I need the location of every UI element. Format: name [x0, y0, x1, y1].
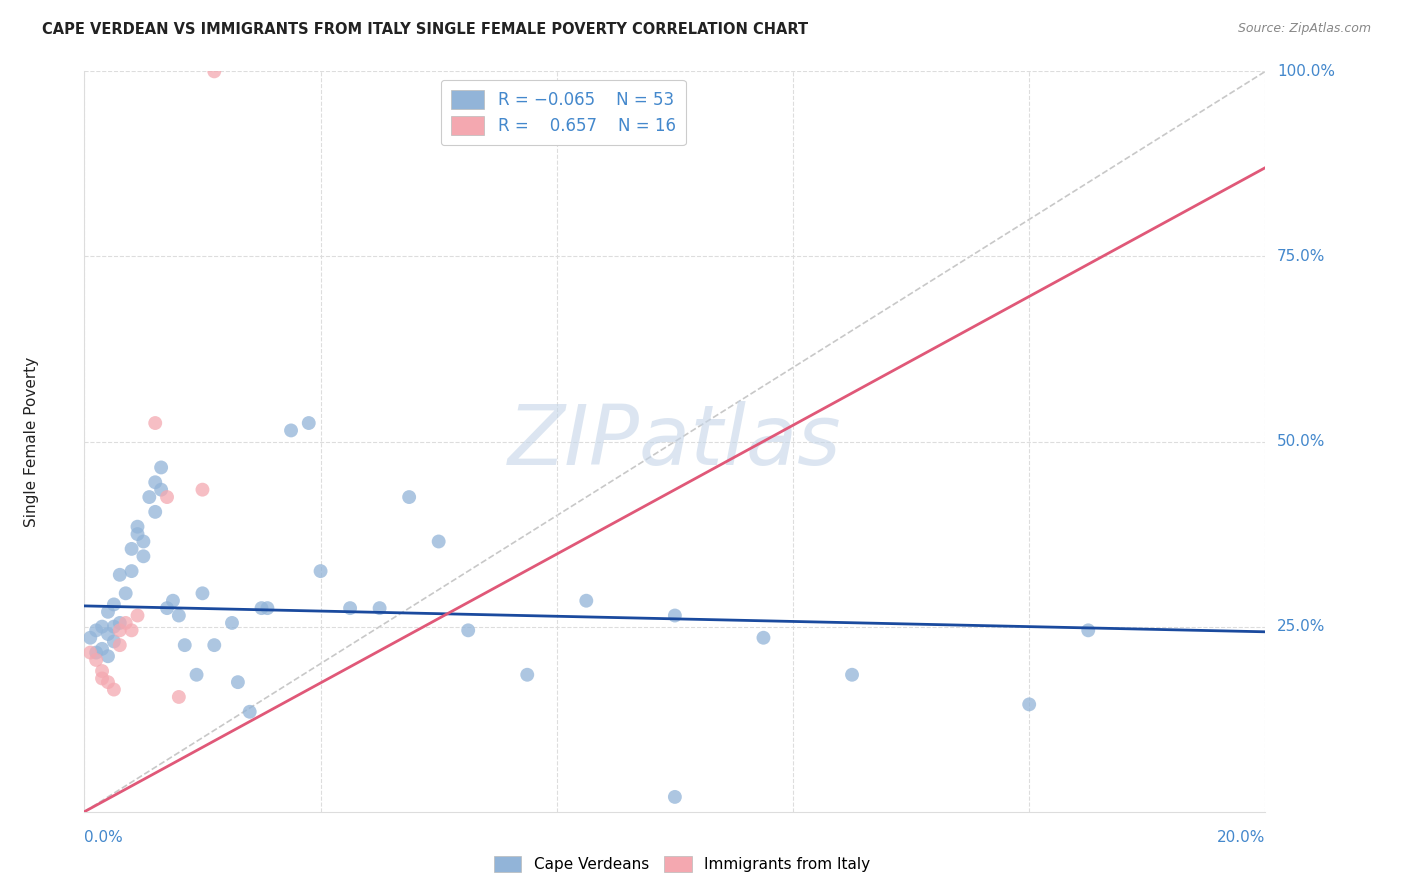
Legend: R = −0.065    N = 53, R =    0.657    N = 16: R = −0.065 N = 53, R = 0.657 N = 16: [441, 79, 686, 145]
Point: [664, 789, 686, 804]
Point: [97, 649, 120, 664]
Point: [516, 667, 538, 681]
Point: [132, 534, 155, 549]
Point: [664, 608, 686, 623]
Point: [121, 564, 143, 578]
Point: [143, 505, 166, 519]
Point: [167, 690, 190, 704]
Point: [127, 608, 149, 623]
Text: 20.0%: 20.0%: [1218, 830, 1265, 846]
Point: [108, 624, 131, 638]
Text: 50.0%: 50.0%: [1277, 434, 1326, 449]
Point: [143, 416, 166, 430]
Point: [1077, 624, 1099, 638]
Point: [79, 646, 101, 660]
Point: [368, 601, 391, 615]
Point: [226, 675, 249, 690]
Point: [127, 519, 149, 533]
Point: [173, 638, 195, 652]
Point: [91, 664, 114, 678]
Point: [103, 634, 125, 648]
Point: [156, 490, 179, 504]
Point: [138, 490, 160, 504]
Point: [91, 619, 114, 633]
Point: [132, 549, 155, 564]
Point: [97, 675, 120, 690]
Point: [91, 641, 114, 656]
Point: [427, 534, 450, 549]
Point: [167, 608, 190, 623]
Point: [84, 624, 107, 638]
Point: [457, 624, 479, 638]
Point: [162, 593, 184, 607]
Point: [114, 615, 136, 630]
Point: [309, 564, 332, 578]
Point: [84, 653, 107, 667]
Text: 25.0%: 25.0%: [1277, 619, 1326, 634]
Point: [239, 705, 262, 719]
Point: [79, 631, 101, 645]
Point: [103, 598, 125, 612]
Point: [108, 638, 131, 652]
Point: [97, 627, 120, 641]
Legend: Cape Verdeans, Immigrants from Italy: Cape Verdeans, Immigrants from Italy: [486, 848, 877, 880]
Text: 0.0%: 0.0%: [84, 830, 124, 846]
Point: [752, 631, 775, 645]
Point: [186, 667, 208, 681]
Point: [114, 586, 136, 600]
Point: [256, 601, 278, 615]
Point: [339, 601, 361, 615]
Point: [298, 416, 321, 430]
Point: [191, 586, 214, 600]
Point: [398, 490, 420, 504]
Point: [841, 667, 863, 681]
Point: [121, 624, 143, 638]
Point: [250, 601, 273, 615]
Point: [191, 483, 214, 497]
Point: [127, 527, 149, 541]
Point: [97, 605, 120, 619]
Point: [143, 475, 166, 490]
Point: [103, 682, 125, 697]
Point: [575, 593, 598, 607]
Point: [280, 424, 302, 438]
Text: ZIPatlas: ZIPatlas: [508, 401, 842, 482]
Point: [108, 615, 131, 630]
Point: [103, 619, 125, 633]
Point: [150, 483, 173, 497]
Point: [150, 460, 173, 475]
Point: [91, 672, 114, 686]
Point: [84, 646, 107, 660]
Text: Source: ZipAtlas.com: Source: ZipAtlas.com: [1237, 22, 1371, 36]
Point: [202, 64, 225, 78]
Point: [221, 615, 243, 630]
Text: Single Female Poverty: Single Female Poverty: [24, 357, 39, 526]
Point: [108, 567, 131, 582]
Point: [156, 601, 179, 615]
Point: [121, 541, 143, 556]
Text: 75.0%: 75.0%: [1277, 249, 1326, 264]
Text: CAPE VERDEAN VS IMMIGRANTS FROM ITALY SINGLE FEMALE POVERTY CORRELATION CHART: CAPE VERDEAN VS IMMIGRANTS FROM ITALY SI…: [42, 22, 808, 37]
Point: [202, 638, 225, 652]
Text: 100.0%: 100.0%: [1277, 64, 1336, 78]
Point: [1018, 698, 1040, 712]
